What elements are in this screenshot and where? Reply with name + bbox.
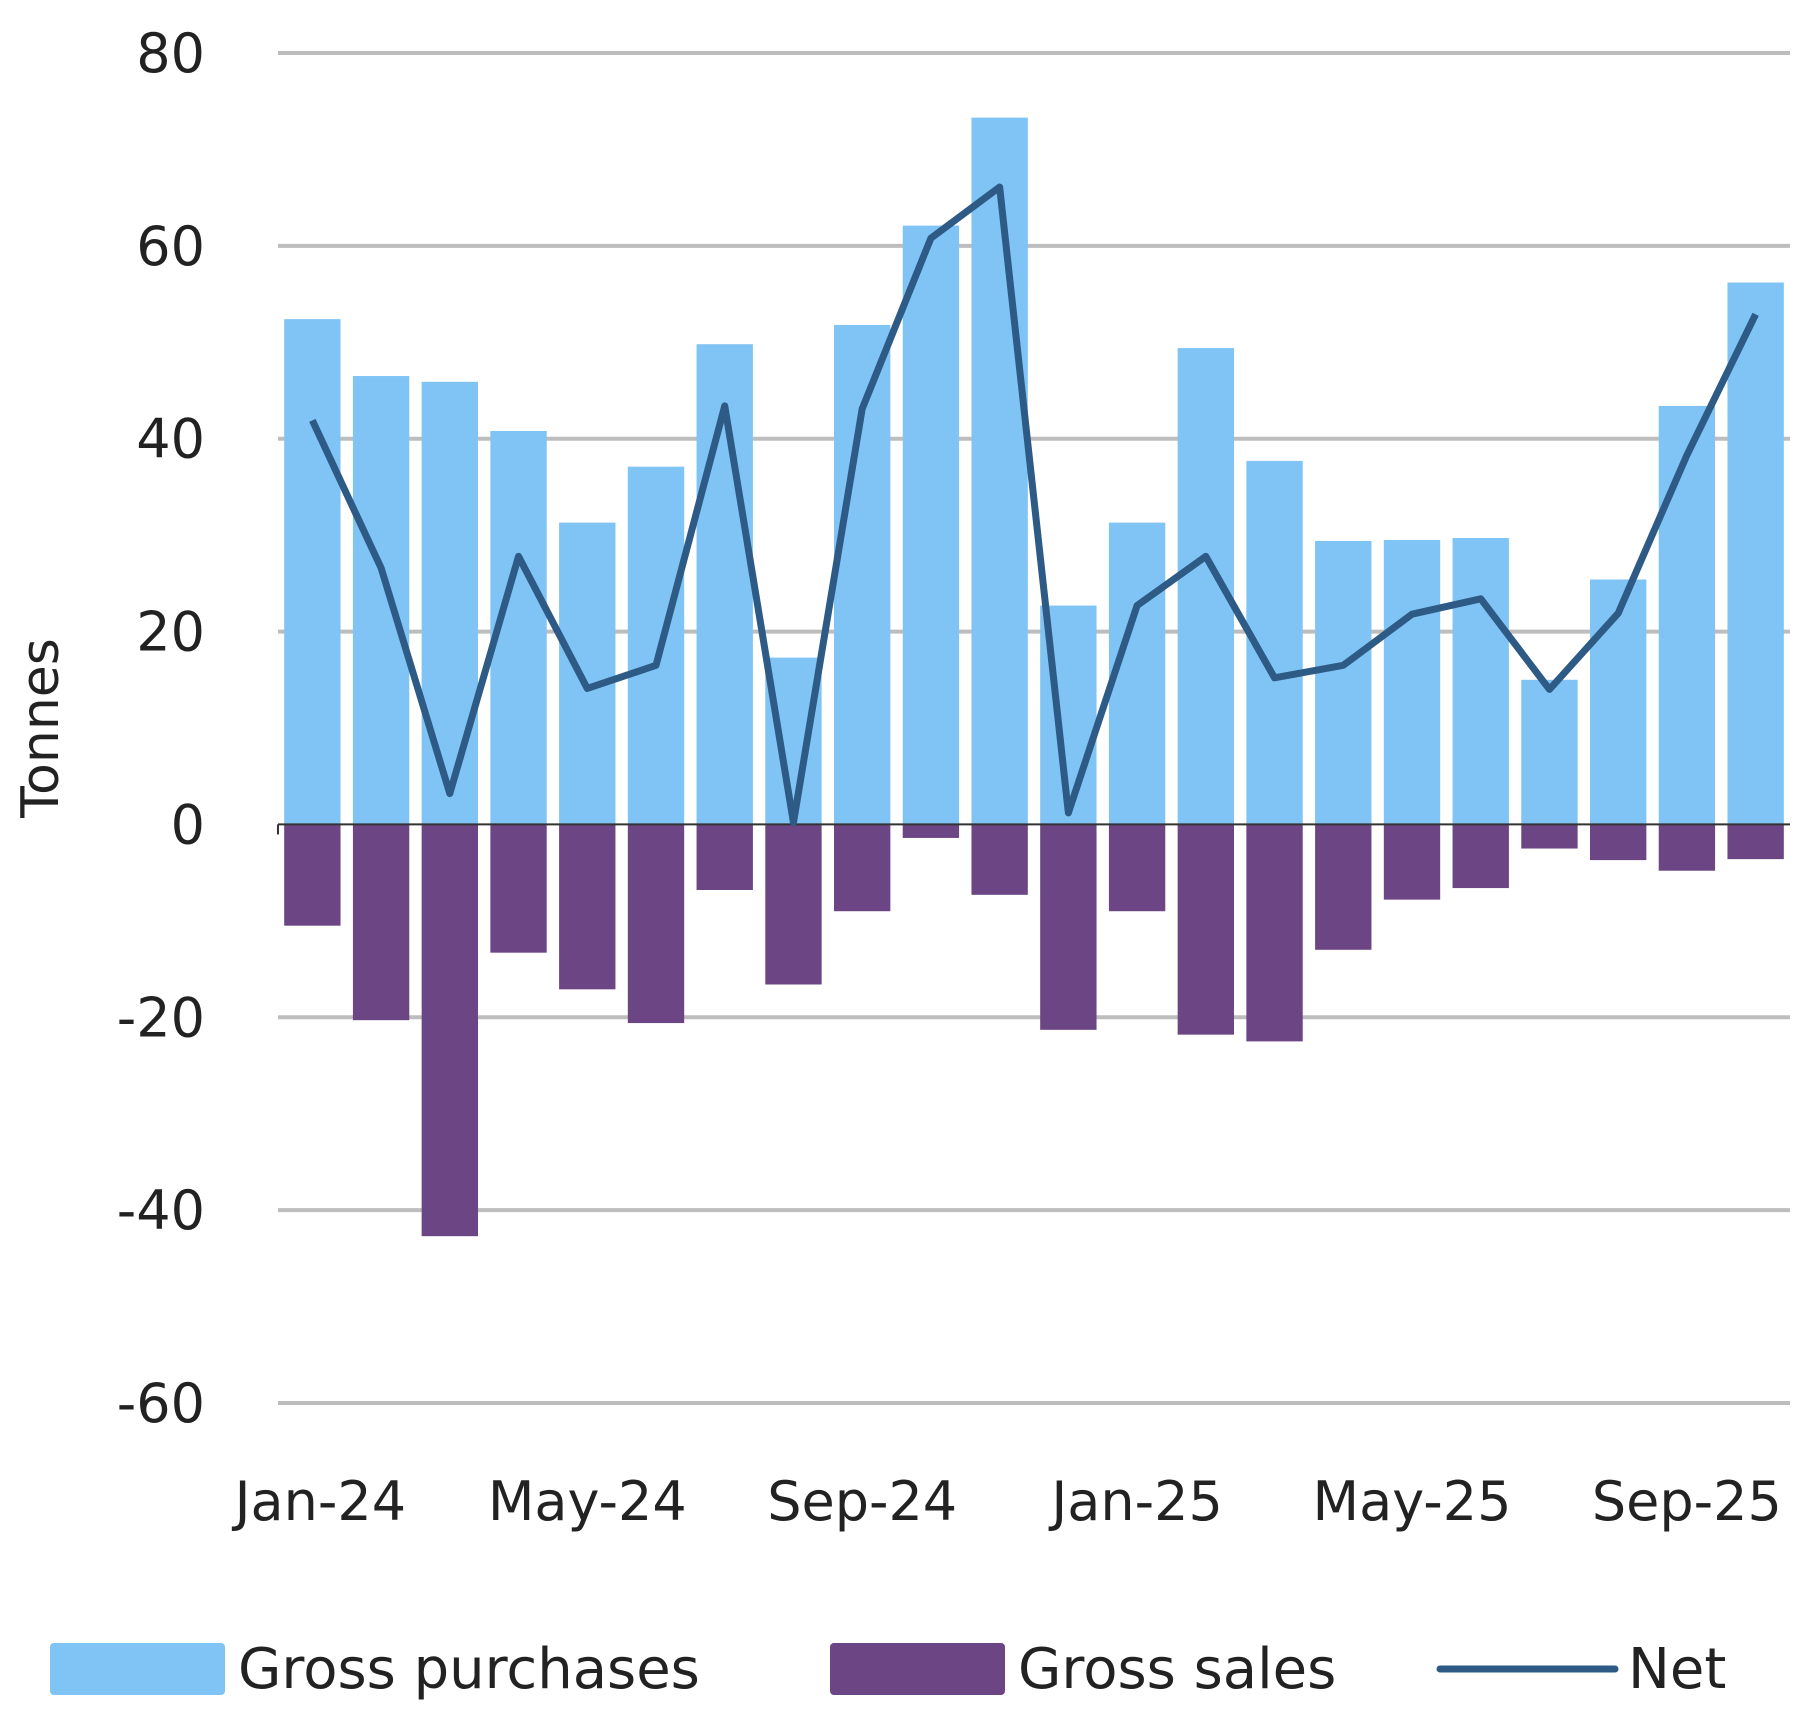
- x-tick-label: May-24: [488, 1470, 687, 1533]
- bar-gross-purchases: [284, 319, 341, 825]
- bar-gross-sales: [1177, 824, 1234, 1035]
- bar-gross-sales: [696, 824, 753, 890]
- bar-gross-sales: [971, 824, 1028, 895]
- bar-gross-sales: [1040, 824, 1097, 1030]
- legend-swatch: [50, 1643, 225, 1695]
- bar-gross-purchases: [1108, 522, 1166, 825]
- x-tick-label: Sep-24: [767, 1470, 957, 1533]
- bar-gross-sales: [834, 824, 891, 912]
- bar-gross-sales: [559, 824, 616, 990]
- bar-gross-purchases: [627, 466, 685, 825]
- x-axis: [277, 823, 1790, 835]
- net-line-layer: [309, 183, 1759, 826]
- net-line: [309, 183, 1759, 826]
- x-tick-label: Jan-24: [232, 1470, 406, 1533]
- legend-swatch: [830, 1643, 1005, 1695]
- y-tick-label: -20: [117, 986, 205, 1049]
- x-tick-label: Jan-25: [1048, 1470, 1222, 1533]
- bar-gross-purchases: [352, 376, 410, 825]
- bar-gross-sales: [627, 824, 685, 1024]
- bar-gross-purchases: [1727, 282, 1784, 825]
- x-tick-labels: Jan-24 May-24 Sep-24 Jan-25 May-25 Sep-25: [232, 1470, 1782, 1533]
- bar-gross-purchases: [1590, 579, 1647, 825]
- bar-gross-purchases: [902, 225, 960, 825]
- bar-gross-sales: [902, 824, 960, 838]
- bar-gross-purchases: [971, 117, 1028, 825]
- bar-gross-purchases: [1658, 405, 1716, 825]
- bar-gross-sales: [1246, 824, 1303, 1042]
- legend-label: Gross purchases: [238, 1637, 700, 1702]
- bar-gross-sales: [1727, 824, 1784, 860]
- bar-gross-purchases: [559, 522, 616, 825]
- y-axis-label: Tonnes: [11, 638, 71, 819]
- legend-label: Gross sales: [1018, 1637, 1336, 1702]
- y-tick-label: 60: [136, 215, 205, 278]
- bar-gross-purchases: [1521, 679, 1578, 825]
- bar-gross-sales: [1658, 824, 1716, 871]
- y-tick-label: 40: [136, 408, 205, 471]
- bar-gross-purchases: [1452, 538, 1509, 825]
- bar-gross-sales: [765, 824, 822, 985]
- bar-gross-purchases: [765, 657, 822, 825]
- bar-gross-purchases: [1315, 540, 1372, 825]
- y-tick-labels: 80 60 40 20 0 -20 -40 -60: [117, 22, 205, 1435]
- bar-gross-sales: [421, 824, 478, 1237]
- bar-gross-sales: [1521, 824, 1578, 849]
- bar-gross-sales: [1452, 824, 1509, 889]
- bar-gross-sales: [284, 824, 341, 926]
- y-tick-label: -40: [117, 1179, 205, 1242]
- bar-gross-sales: [1383, 824, 1441, 900]
- bar-gross-sales: [352, 824, 410, 1021]
- bar-gross-sales: [490, 824, 547, 953]
- bar-gross-sales: [1590, 824, 1647, 861]
- bar-gross-sales: [1108, 824, 1166, 912]
- y-tick-label: 80: [136, 22, 205, 85]
- legend: Gross purchases Gross sales Net: [50, 1637, 1726, 1702]
- y-tick-label: 20: [136, 601, 205, 664]
- legend-label: Net: [1628, 1637, 1726, 1702]
- y-tick-label: -60: [117, 1372, 205, 1435]
- x-tick-label: Sep-25: [1592, 1470, 1782, 1533]
- x-tick-label: May-25: [1313, 1470, 1512, 1533]
- y-tick-label: 0: [171, 793, 205, 856]
- bars: [284, 117, 1784, 1237]
- bar-gross-purchases: [421, 381, 478, 825]
- bar-gross-sales: [1315, 824, 1372, 950]
- bar-gross-purchases: [1383, 539, 1441, 825]
